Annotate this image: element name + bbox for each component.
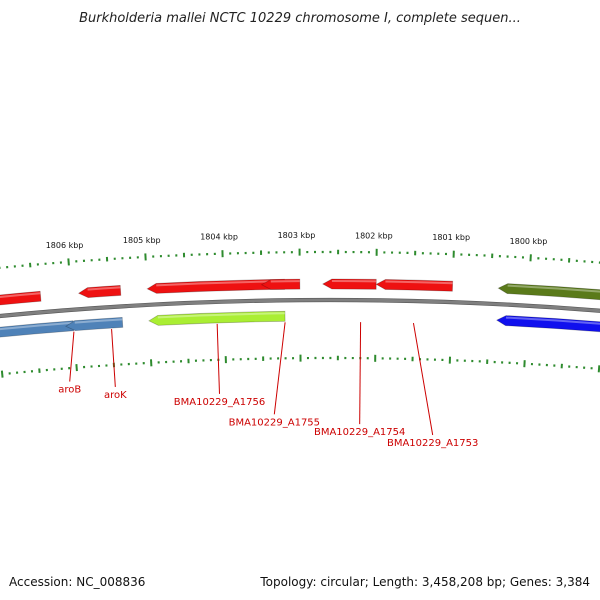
label-leader-line — [216, 323, 220, 394]
tick-label: 1801 kbp — [432, 233, 470, 242]
gene-BMA10229_A1755[interactable] — [260, 278, 301, 290]
gene-outer-orf-olive[interactable] — [497, 283, 600, 304]
gene-label-BMA10229_A1754[interactable]: BMA10229_A1754 — [314, 427, 405, 438]
label-leader-line — [69, 331, 75, 382]
tick-label: 1804 kbp — [200, 233, 238, 242]
label-leader-line — [359, 322, 362, 425]
gene-BMA10229_A1754[interactable] — [321, 278, 377, 290]
tick-label: 1805 kbp — [123, 236, 161, 245]
gene-aroB[interactable] — [0, 290, 42, 308]
label-leader-line — [111, 329, 116, 387]
gene-label-aroK[interactable]: aroK — [104, 390, 127, 401]
tick-label: 1800 kbp — [510, 237, 548, 246]
tick-mark — [67, 258, 70, 266]
gene-inner-orf-blue[interactable] — [495, 315, 600, 336]
map-title: Burkholderia mallei NCTC 10229 chromosom… — [79, 11, 521, 26]
tick-label: 1803 kbp — [278, 231, 316, 240]
gene-label-BMA10229_A1753[interactable]: BMA10229_A1753 — [387, 438, 478, 449]
outer-tick-track: 1806 kbp 1805 kbp 1804 kbp 1803 kbp 1802 kbp… — [0, 231, 600, 269]
gene-aroK[interactable] — [77, 285, 122, 298]
gene-label-BMA10229_A1755[interactable]: BMA10229_A1755 — [229, 417, 320, 428]
label-leader-line — [412, 322, 434, 436]
gene-BMA10229_A1753[interactable] — [375, 279, 454, 292]
gene-label-BMA10229_A1756[interactable]: BMA10229_A1756 — [174, 397, 265, 408]
accession-text: Accession: NC_008836 — [9, 575, 145, 589]
gene-labels: aroB aroKBMA10229_A1756BMA10229_A1755BMA1… — [58, 322, 478, 449]
inner-tick-track — [0, 354, 600, 378]
label-leader-line — [273, 322, 286, 415]
gene-features — [0, 278, 600, 340]
chromosome-backbone — [0, 297, 600, 319]
gene-inner-orf-lime[interactable] — [148, 310, 286, 326]
tick-mark — [0, 370, 4, 378]
tick-mark — [597, 365, 600, 373]
gene-inner-orf-steelblue-2[interactable] — [65, 316, 124, 332]
backbone-line — [0, 298, 600, 318]
gene-label-aroB[interactable]: aroB — [58, 385, 81, 396]
tick-mark — [75, 364, 78, 372]
gene-inner-orf-steelblue-1[interactable] — [0, 320, 75, 340]
tick-label: 1806 kbp — [46, 241, 84, 250]
tick-label: 1802 kbp — [355, 231, 393, 240]
genome-summary-text: Topology: circular; Length: 3,458,208 bp… — [259, 575, 590, 589]
